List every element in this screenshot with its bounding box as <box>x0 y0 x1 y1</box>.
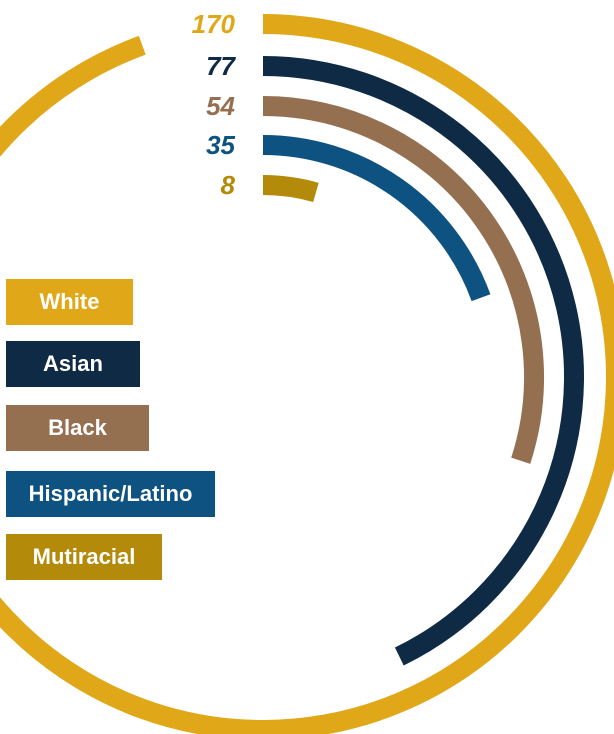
value-label-asian: 77 <box>206 51 236 81</box>
arc-asian <box>262 56 584 666</box>
arc-white <box>0 14 614 734</box>
arc-hispanic-latino <box>262 135 491 302</box>
legend-item-mutiracial: Mutiracial <box>6 534 162 580</box>
arcs-layer <box>0 14 614 734</box>
value-label-mutiracial: 8 <box>221 170 236 200</box>
value-label-black: 54 <box>206 91 235 121</box>
arc-mutiracial <box>262 175 319 203</box>
value-labels-layer: 170 77 54 35 8 <box>192 9 237 200</box>
legend-item-black: Black <box>6 405 149 451</box>
legend-item-white: White <box>6 279 133 325</box>
legend-item-asian: Asian <box>6 341 140 387</box>
value-label-hispanic-latino: 35 <box>206 130 235 160</box>
value-label-white: 170 <box>192 9 236 39</box>
arc-black <box>262 96 544 464</box>
legend-item-hispanic-latino: Hispanic/Latino <box>6 471 215 517</box>
